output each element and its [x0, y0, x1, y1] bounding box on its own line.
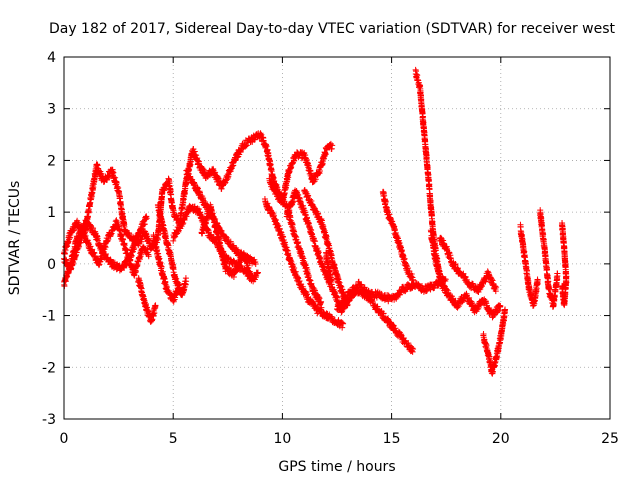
data-point: [215, 176, 222, 183]
data-point: [98, 170, 105, 177]
data-point: [242, 143, 249, 150]
data-point: [85, 208, 92, 215]
axis-ticks: [63, 56, 611, 420]
data-point: [200, 166, 207, 173]
data-point: [188, 158, 195, 165]
data-points: [61, 66, 570, 377]
data-point: [263, 143, 270, 150]
data-point: [187, 161, 194, 168]
data-point: [191, 148, 198, 155]
